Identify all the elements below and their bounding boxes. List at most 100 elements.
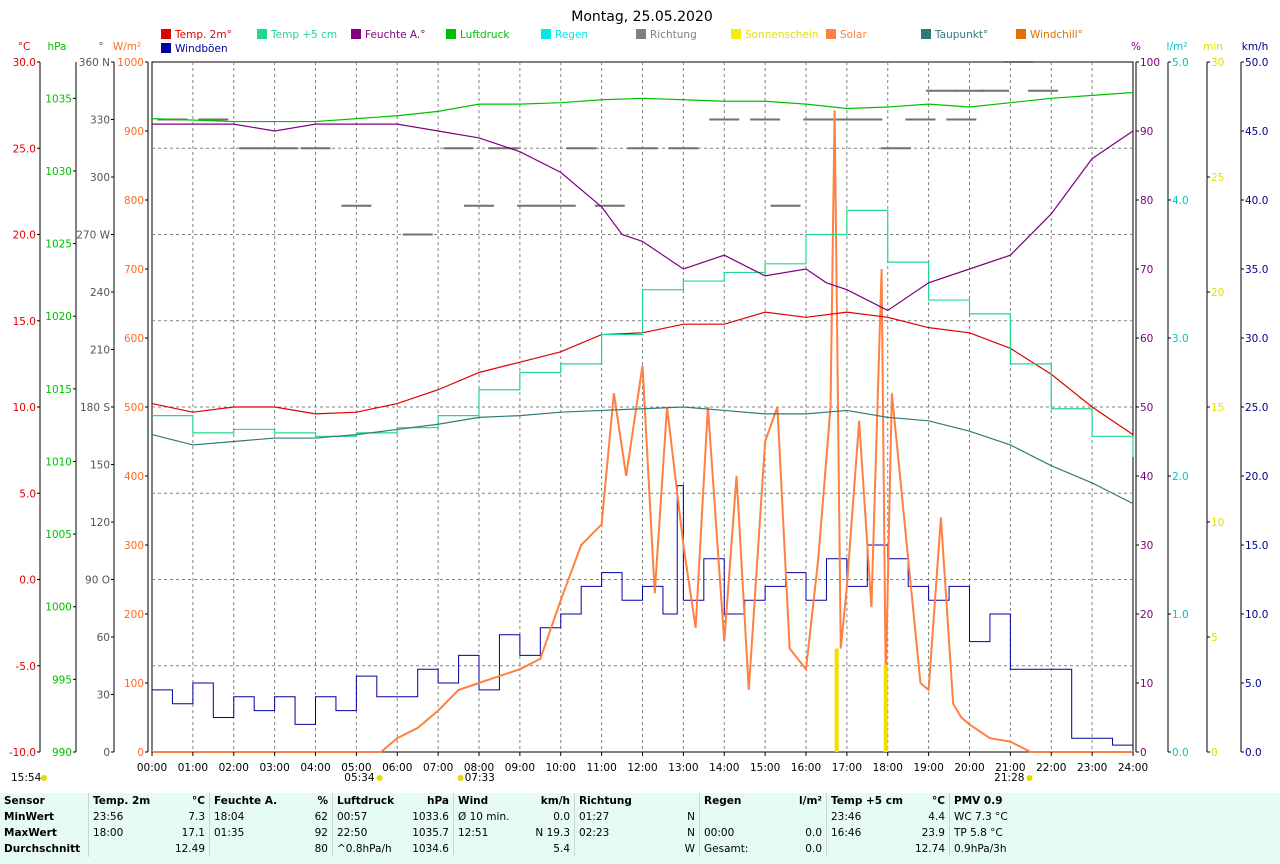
solar-tick-label: 700 xyxy=(124,264,144,276)
x-tick-label: 24:00 xyxy=(1118,762,1148,774)
wind-avg-time xyxy=(453,841,522,857)
dir-tick-label: 90 O xyxy=(85,575,110,587)
wind-avg-value: 5.4 xyxy=(553,843,570,855)
solar-tick-label: 800 xyxy=(124,195,144,207)
direction-point xyxy=(402,233,433,236)
legend-swatch xyxy=(161,43,171,53)
x-tick-label: 13:00 xyxy=(668,762,698,774)
hum-avg-value: 80 xyxy=(314,843,328,855)
dir-header: Richtung xyxy=(574,793,653,809)
legend-label: Regen xyxy=(555,29,588,41)
row-label-max: MaxWert xyxy=(4,827,57,839)
press-axis-unit: hPa xyxy=(48,41,67,53)
x-tick-label: 19:00 xyxy=(913,762,943,774)
series-windboeen xyxy=(152,485,1133,746)
press-tick-label: 1020 xyxy=(45,311,72,323)
series-luftdruck xyxy=(151,91,1134,123)
legend-label: Sonnenschein xyxy=(745,29,818,41)
hum-tick-label: 20 xyxy=(1140,609,1153,621)
temp-tick-label: -5.0 xyxy=(16,661,37,673)
direction-point xyxy=(198,118,229,121)
wind-tick-label: 45.0 xyxy=(1245,126,1268,138)
press-tick-label: 1030 xyxy=(45,166,72,178)
dir-tick-label: 180 S xyxy=(80,402,110,414)
series-taupunkt- xyxy=(151,406,1134,505)
legend-swatch xyxy=(257,29,267,39)
hum-avg-time xyxy=(209,841,286,857)
dir-max-value: N xyxy=(687,827,695,839)
x-tick-label: 17:00 xyxy=(832,762,862,774)
legend-swatch xyxy=(826,29,836,39)
direction-point xyxy=(517,204,548,207)
weather-chart: Montag, 25.05.2020 Temp. 2m° Temp +5 cm Fe… xyxy=(9,9,1269,784)
press-tick-label: 1000 xyxy=(45,602,72,614)
wind-unit: km/h xyxy=(540,795,570,807)
legend-swatch xyxy=(161,29,171,39)
stats-max-row: MaxWert 18:00 17.1 01:35 92 22:50 1035.7… xyxy=(0,825,1038,841)
series-feuchte-a- xyxy=(152,123,1134,312)
marker-label: 07:33 xyxy=(465,772,495,784)
legend-label: Richtung xyxy=(650,29,697,41)
dir-max-time: 02:23 xyxy=(574,825,653,841)
press-tick-label: 995 xyxy=(52,674,72,686)
direction-point xyxy=(668,147,699,150)
direction-point xyxy=(566,147,597,150)
wind-tick-label: 0.0 xyxy=(1245,747,1262,759)
legend-swatch xyxy=(446,29,456,39)
hum-tick-label: 100 xyxy=(1140,57,1160,69)
t5-min-value: 4.4 xyxy=(928,811,945,823)
press-min-value: 1033.6 xyxy=(412,811,449,823)
direction-point xyxy=(239,147,270,150)
direction-point xyxy=(954,89,985,92)
direction-point xyxy=(709,118,740,121)
hum-min-time: 18:04 xyxy=(209,809,286,825)
legend: Temp. 2m° Temp +5 cm Feuchte A.° Luftdruck R… xyxy=(161,29,1083,55)
grid xyxy=(151,61,1134,753)
chart-title: Montag, 25.05.2020 xyxy=(571,9,713,25)
dir-min-value: N xyxy=(687,811,695,823)
direction-point xyxy=(925,89,956,92)
direction-point xyxy=(443,147,474,150)
x-tick-label: 01:00 xyxy=(178,762,208,774)
sun-tick-label: 10 xyxy=(1211,517,1224,529)
hum-unit: % xyxy=(317,795,328,807)
legend-label: Temp +5 cm xyxy=(270,29,337,41)
solar-axis-unit: W/m² xyxy=(113,41,141,53)
direction-point xyxy=(267,147,298,150)
temp-tick-label: 20.0 xyxy=(13,230,36,242)
series-temp-5-cm xyxy=(152,209,1134,458)
hum-max-value: 92 xyxy=(314,827,328,839)
stats-avg-row: Durchschnitt 12.49 80 ^0.8hPa/h 1034.6 5… xyxy=(0,841,1038,857)
temp-tick-label: -10.0 xyxy=(9,747,36,759)
dir-avg-time xyxy=(574,841,653,857)
x-tick-label: 03:00 xyxy=(259,762,289,774)
legend-swatch xyxy=(351,29,361,39)
press-max-time: 22:50 xyxy=(332,825,401,841)
rain-tick-label: 0.0 xyxy=(1172,747,1189,759)
x-tick-label: 11:00 xyxy=(586,762,616,774)
wind-tick-label: 20.0 xyxy=(1245,471,1268,483)
dir-tick-label: 150 xyxy=(90,460,110,472)
solar-tick-label: 0 xyxy=(137,747,144,759)
hum-tick-label: 10 xyxy=(1140,678,1153,690)
x-tick-label: 14:00 xyxy=(709,762,739,774)
wind-min-value: 0.0 xyxy=(553,811,570,823)
rain-total-value: 0.0 xyxy=(805,843,822,855)
solar-tick-label: 400 xyxy=(124,471,144,483)
x-tick-label: 08:00 xyxy=(464,762,494,774)
temp-tick-label: 15.0 xyxy=(13,316,36,328)
hum-tick-label: 0 xyxy=(1140,747,1147,759)
stats-header-row: Sensor Temp. 2m °C Feuchte A. % Luftdruc… xyxy=(0,793,1038,809)
wind-max-value: N 19.3 xyxy=(535,827,570,839)
legend-label: Feuchte A.° xyxy=(365,29,426,41)
marker-marker xyxy=(457,775,464,781)
dir-tick-label: 240 xyxy=(90,287,110,299)
dir-tick-label: 0 xyxy=(103,747,110,759)
plot-area xyxy=(151,61,1134,753)
rain-min-value xyxy=(782,809,827,825)
temp-tick-label: 30.0 xyxy=(13,57,36,69)
temp-min-time: 23:56 xyxy=(88,809,161,825)
t5-avg-time xyxy=(826,841,909,857)
hum-header: Feuchte A. xyxy=(209,793,286,809)
temp-tick-label: 10.0 xyxy=(13,402,36,414)
